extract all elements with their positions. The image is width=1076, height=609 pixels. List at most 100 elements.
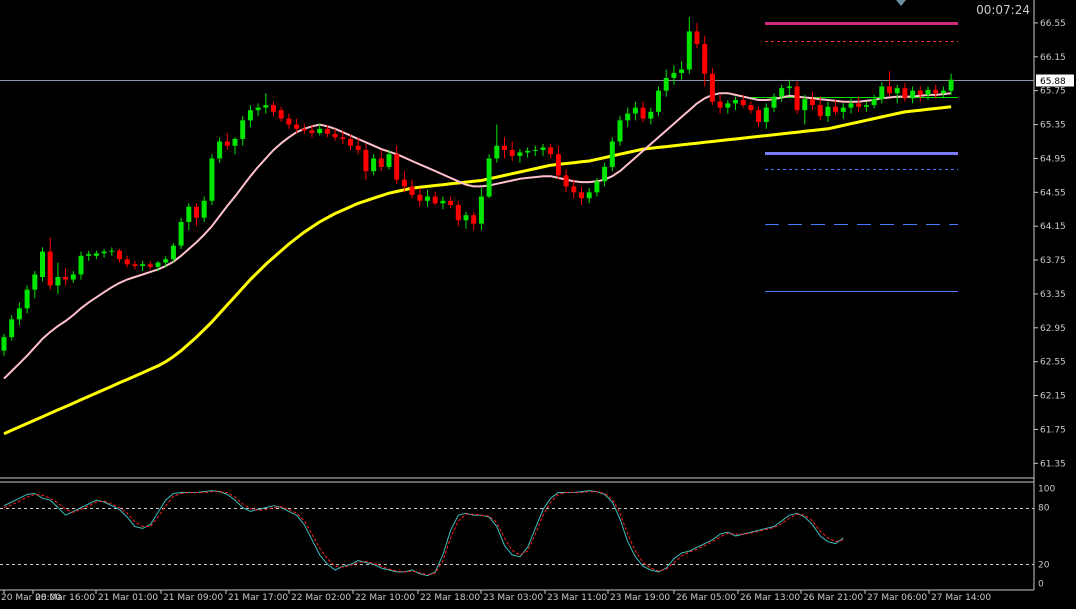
candle-body [117,250,122,260]
candle-body [471,215,477,224]
candle [440,196,446,210]
candle [917,86,923,102]
candle-body [332,133,338,138]
candle-body [209,158,215,201]
candle-body [55,276,61,286]
candle [863,101,869,112]
candle [709,67,715,106]
candle [140,260,146,272]
candle-body [140,264,146,266]
candle-body [348,138,353,146]
candle [740,94,746,108]
candle [833,100,839,116]
slow-moving-average-line [3,105,952,436]
candle [16,302,22,326]
candle [348,133,353,150]
y-tick-label: 64.55 [1040,188,1066,198]
candle [763,103,769,129]
candle-body [394,154,400,180]
candle [240,116,246,146]
candle [93,250,99,260]
candle [309,125,315,138]
candle-body [656,90,661,112]
candle [101,249,107,258]
candle-body [640,107,646,119]
candle-body [240,120,246,139]
candle-body [186,206,192,222]
candle-body [733,100,738,104]
candle [656,86,661,117]
x-tick-label: 22 Mar 02:00 [291,593,351,603]
x-tick-label: 22 Mar 18:00 [420,593,480,603]
candle [786,79,792,95]
candle [40,247,45,282]
candle [232,137,238,155]
candle-body [401,179,407,187]
candle [355,137,361,155]
candle [694,22,700,49]
x-tick-label: 26 Mar 21:00 [803,593,863,603]
candle-body [194,206,199,218]
candle-body [802,99,808,111]
candle-body [709,73,715,102]
candle [486,154,492,199]
candle [771,93,777,112]
candle [494,124,500,163]
candle [856,96,862,112]
candle [224,133,230,150]
candle-body [594,181,600,193]
candle [401,171,407,193]
current-price-label: 65.88 [1040,77,1066,87]
candle-body [301,128,307,131]
candle [201,196,207,222]
candle-body [702,44,708,74]
candle-body [409,186,415,195]
candle [887,71,892,97]
candle [32,271,38,299]
candle [147,260,153,270]
candle-body [9,319,15,338]
candle-body [78,255,84,275]
candle-body [632,107,638,114]
candle-body [856,103,862,107]
candle-body [879,86,885,100]
candle-body [386,154,392,167]
y-tick-label: 65.35 [1040,121,1066,131]
candle-body [509,149,515,156]
y-tick-label: 63.75 [1040,256,1066,266]
candle-body [101,251,107,254]
candle-body [486,158,492,197]
candle-body [825,106,831,117]
candle [540,144,546,156]
candle-body [902,88,908,99]
candle-body [448,200,454,206]
candle-body [740,100,746,106]
candle-body [1,337,7,351]
candle-body [93,253,99,256]
y-tick-label: 65.75 [1040,87,1066,97]
candle-body [833,106,839,112]
candle-body [417,194,423,201]
candle-body [917,90,923,95]
candle-body [317,128,323,134]
candle [548,144,554,159]
candle-body [324,128,330,134]
candle-body [155,262,161,267]
candle-body [863,105,869,107]
candle [278,106,284,123]
candle [640,101,646,123]
candle [363,144,369,180]
x-tick-label: 23 Mar 11:00 [547,593,607,603]
current-price-tag [1036,74,1074,87]
candle [902,83,908,102]
candle [394,145,400,184]
candle-body [586,192,592,199]
candle [247,105,253,128]
candle [663,69,669,97]
candle-body [355,145,361,150]
candle [117,249,122,263]
candle-body [817,105,823,117]
candle-body [648,111,654,119]
x-tick-label: 26 Mar 05:00 [676,593,736,603]
